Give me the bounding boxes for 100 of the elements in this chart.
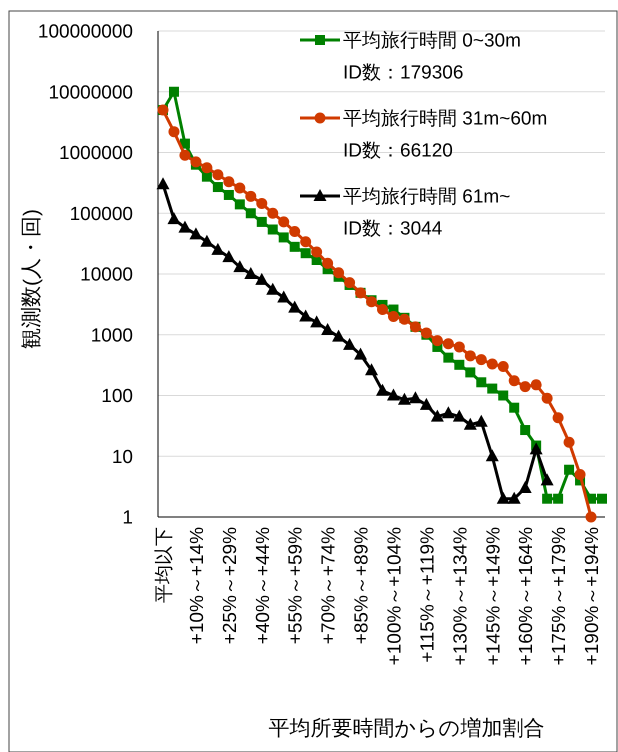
point: [520, 381, 531, 392]
point: [189, 227, 202, 240]
point: [552, 412, 564, 424]
point: [574, 469, 586, 480]
point: [289, 226, 300, 238]
legend-label: 平均旅行時間 31m~60m ID数：66120: [343, 108, 548, 162]
point: [508, 375, 520, 386]
point: [377, 304, 388, 316]
y-tick-label: 100: [101, 386, 133, 408]
x-tick-label: +40%～+44%: [252, 526, 274, 644]
x-tick-label: +190%～+194%: [582, 526, 604, 666]
point: [288, 300, 302, 313]
y-tick-label: 10000: [80, 264, 133, 286]
point: [586, 512, 597, 522]
point: [496, 492, 510, 504]
point: [332, 330, 346, 342]
point: [408, 391, 422, 404]
point: [245, 190, 256, 202]
x-tick-label: +70%～+74%: [318, 526, 340, 644]
point: [333, 267, 344, 278]
point: [530, 379, 542, 390]
point: [168, 126, 180, 138]
point: [311, 246, 322, 258]
point: [530, 442, 543, 454]
point: [454, 341, 465, 352]
point: [354, 348, 368, 360]
point: [452, 410, 466, 422]
point: [476, 354, 487, 366]
x-tick-label: +130%～+134%: [450, 526, 472, 666]
point: [246, 208, 256, 218]
point: [376, 384, 389, 396]
point: [234, 199, 245, 210]
point: [540, 473, 554, 486]
point: [222, 250, 236, 262]
point: [498, 361, 509, 372]
point: [223, 176, 234, 188]
x-tick-label: +115%～+119%: [417, 526, 438, 663]
point: [542, 392, 553, 404]
point: [474, 414, 488, 427]
x-tick-label: +55%～+59%: [286, 526, 307, 644]
point: [278, 216, 290, 228]
point: [443, 352, 454, 363]
point: [255, 272, 268, 285]
point: [267, 208, 278, 219]
point: [430, 410, 444, 422]
point: [244, 267, 258, 279]
point: [464, 350, 476, 362]
point: [168, 86, 179, 97]
point: [343, 338, 356, 350]
point: [564, 464, 574, 475]
point: [310, 315, 324, 328]
point: [290, 242, 300, 252]
point: [277, 290, 290, 303]
y-tick-label: 100000: [70, 204, 133, 225]
point: [487, 384, 498, 394]
y-axis-title: 観測数(人・回): [20, 209, 43, 349]
point: [167, 212, 180, 224]
point: [420, 327, 432, 338]
point: [224, 190, 234, 200]
x-tick-label: +145%～+149%: [483, 526, 504, 666]
point: [542, 494, 552, 504]
x-tick-label: +85%～+89%: [352, 526, 373, 644]
x-axis-title: 平均所要時間からの増加割合: [268, 716, 544, 740]
x-tick-label: +10%～+14%: [186, 526, 208, 644]
point: [520, 425, 530, 436]
point: [211, 242, 224, 255]
x-tick-label: 平均以下: [154, 527, 175, 603]
point: [300, 248, 311, 258]
point: [212, 169, 224, 180]
point: [300, 236, 312, 248]
point: [597, 494, 607, 504]
point: [486, 449, 499, 462]
point: [299, 309, 312, 322]
point: [465, 367, 476, 378]
point: [278, 232, 289, 242]
point: [476, 377, 486, 388]
point: [442, 338, 454, 350]
x-tick-label: +160%～+164%: [516, 526, 538, 666]
point: [212, 182, 223, 192]
point: [179, 150, 190, 161]
point: [365, 363, 378, 376]
y-tick-label: 1000000: [59, 143, 133, 164]
point: [234, 182, 246, 194]
point: [233, 260, 246, 272]
point: [200, 234, 214, 247]
point: [508, 492, 521, 504]
point: [178, 220, 192, 233]
point: [398, 392, 411, 405]
point: [266, 282, 280, 295]
point: [442, 406, 455, 418]
legend-label: 平均旅行時間 61m~ ID数：3044: [343, 186, 510, 240]
point: [156, 177, 170, 190]
point: [388, 310, 399, 322]
point: [553, 494, 564, 504]
y-tick-label: 10: [112, 446, 133, 468]
point: [386, 388, 400, 400]
point: [420, 398, 433, 410]
point: [498, 390, 508, 400]
x-tick-label: +175%～+179%: [549, 526, 570, 666]
point: [564, 436, 575, 448]
